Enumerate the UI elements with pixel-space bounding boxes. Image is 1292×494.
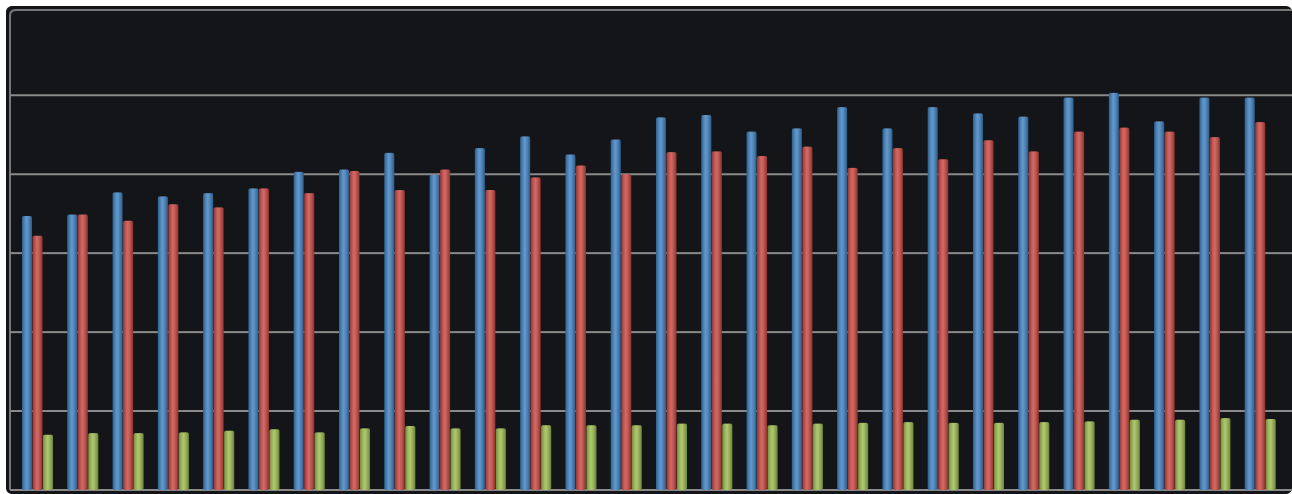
bar	[882, 128, 893, 490]
bar	[892, 148, 903, 490]
bar	[1074, 131, 1085, 490]
bar	[474, 148, 485, 490]
bar	[1084, 421, 1095, 490]
bar	[213, 207, 224, 491]
bar	[450, 428, 461, 490]
bar	[203, 193, 214, 490]
bar	[1154, 121, 1165, 490]
bar	[32, 235, 43, 490]
bar	[293, 171, 304, 490]
bar	[360, 428, 370, 490]
bar	[157, 196, 168, 490]
bar	[1129, 419, 1140, 490]
bar	[133, 433, 144, 490]
bar	[405, 426, 416, 490]
bar	[168, 204, 179, 491]
bar	[258, 188, 269, 490]
bar	[1028, 151, 1039, 490]
bar	[858, 422, 869, 490]
bar	[1108, 92, 1119, 490]
bar	[1199, 97, 1210, 490]
bar	[77, 214, 88, 490]
bar	[1209, 137, 1220, 490]
bar	[847, 167, 858, 491]
bar	[67, 214, 78, 490]
bar	[973, 113, 983, 490]
bar	[112, 192, 123, 491]
bar	[269, 429, 280, 490]
bar	[339, 169, 349, 490]
bar	[541, 425, 552, 490]
bar	[757, 156, 768, 491]
bar	[711, 151, 722, 490]
bar	[948, 422, 959, 490]
bar	[520, 136, 531, 490]
bar	[1119, 127, 1130, 490]
bar	[429, 175, 440, 490]
bar	[314, 432, 325, 490]
bar	[666, 152, 677, 490]
bar	[1244, 97, 1255, 490]
bar	[812, 423, 823, 490]
bar	[746, 131, 757, 490]
bar	[586, 425, 597, 490]
plot-background	[6, 6, 1292, 494]
bar	[88, 433, 99, 490]
bar	[575, 165, 586, 491]
bar	[1220, 418, 1231, 490]
bar	[22, 216, 32, 491]
bar	[791, 128, 802, 490]
bar	[767, 425, 778, 490]
bar	[123, 220, 134, 490]
bar	[530, 177, 541, 491]
bar	[927, 107, 938, 491]
bar	[983, 140, 994, 490]
bar	[248, 188, 259, 490]
bar	[802, 146, 813, 490]
bar	[621, 174, 632, 491]
bar	[1018, 116, 1029, 490]
bar	[43, 434, 53, 490]
bar	[495, 428, 506, 490]
bar	[677, 423, 687, 490]
bar	[485, 190, 496, 490]
bar	[722, 423, 733, 490]
bar	[384, 152, 395, 491]
bar	[1265, 418, 1276, 490]
bar	[656, 117, 666, 491]
bar	[701, 115, 712, 490]
bar	[1039, 422, 1050, 490]
bar	[903, 422, 914, 490]
bar	[631, 425, 642, 490]
bar	[1063, 97, 1074, 490]
bar	[394, 190, 405, 490]
bar	[1175, 419, 1186, 490]
bar	[837, 107, 848, 491]
bar	[349, 171, 360, 491]
bar	[304, 193, 315, 490]
bar	[1255, 122, 1266, 491]
bar	[1164, 131, 1175, 490]
bar	[938, 159, 949, 491]
bar	[610, 139, 621, 490]
bar	[178, 432, 189, 490]
bar	[565, 154, 576, 490]
bar	[994, 422, 1004, 490]
bar	[224, 430, 235, 490]
bar	[440, 169, 451, 490]
plot-frame	[9, 9, 1292, 490]
